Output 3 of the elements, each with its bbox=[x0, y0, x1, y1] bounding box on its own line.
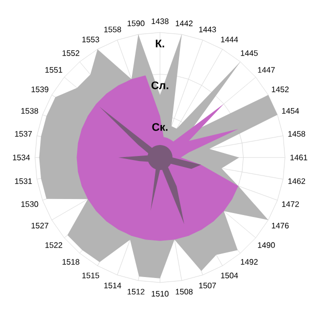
y-tick-label: Ск. bbox=[152, 123, 168, 131]
y-tick-label: Сл. bbox=[151, 81, 168, 90]
y-tick-label: К. bbox=[156, 40, 164, 48]
